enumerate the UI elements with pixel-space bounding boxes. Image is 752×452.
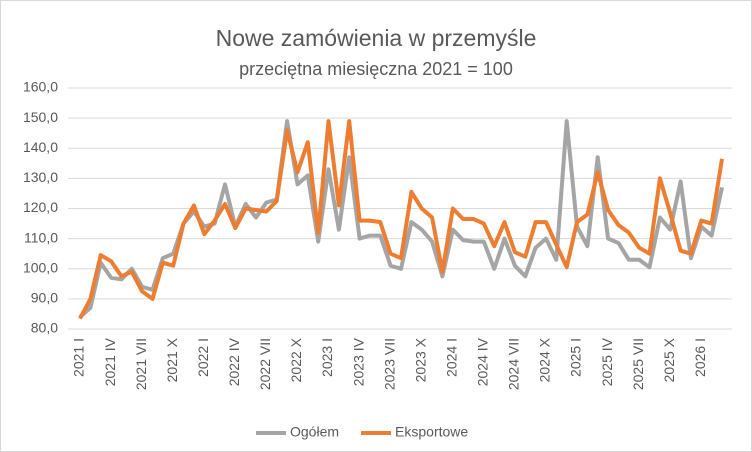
- legend-label: Eksportowe: [395, 424, 468, 440]
- x-tick-label: 2021 X: [164, 337, 180, 382]
- y-tick-label: 90,0: [31, 290, 58, 306]
- x-tick-label: 2024 X: [537, 337, 553, 382]
- x-tick-label: 2022 X: [288, 337, 304, 382]
- y-tick-label: 160,0: [23, 79, 58, 95]
- x-tick-label: 2022 IV: [226, 337, 242, 386]
- y-tick-label: 150,0: [23, 109, 58, 125]
- legend-label: Ogółem: [290, 424, 339, 440]
- x-tick-label: 2023 X: [412, 337, 428, 382]
- x-tick-label: 2025 X: [661, 337, 677, 382]
- x-tick-label: 2025 I: [568, 338, 584, 377]
- series-line: [78, 119, 724, 320]
- y-tick-label: 140,0: [23, 139, 58, 155]
- x-tick-label: 2021 IV: [102, 337, 118, 386]
- y-tick-label: 130,0: [23, 169, 58, 185]
- chart-subtitle: przeciętna miesięczna 2021 = 100: [239, 59, 513, 79]
- x-tick-label: 2025 VII: [630, 338, 646, 390]
- x-tick-label: 2022 I: [195, 338, 211, 377]
- x-tick-label: 2024 IV: [475, 337, 491, 386]
- chart-title: Nowe zamówienia w przemyśle: [216, 25, 537, 51]
- x-tick-label: 2025 IV: [599, 337, 615, 386]
- y-tick-label: 120,0: [23, 199, 58, 215]
- x-tick-label: 2023 IV: [350, 337, 366, 386]
- x-tick-label: 2021 VII: [133, 338, 149, 390]
- x-tick-label: 2024 I: [443, 338, 459, 377]
- x-tick-label: 2023 I: [319, 338, 335, 377]
- y-tick-label: 100,0: [23, 259, 58, 275]
- x-tick-label: 2022 VII: [257, 338, 273, 390]
- x-tick-label: 2023 VII: [381, 338, 397, 390]
- x-tick-label: 2026 I: [692, 338, 708, 377]
- y-tick-label: 80,0: [31, 320, 58, 336]
- x-tick-label: 2021 I: [71, 338, 87, 377]
- x-tick-label: 2024 VII: [506, 338, 522, 390]
- y-tick-label: 110,0: [24, 229, 58, 245]
